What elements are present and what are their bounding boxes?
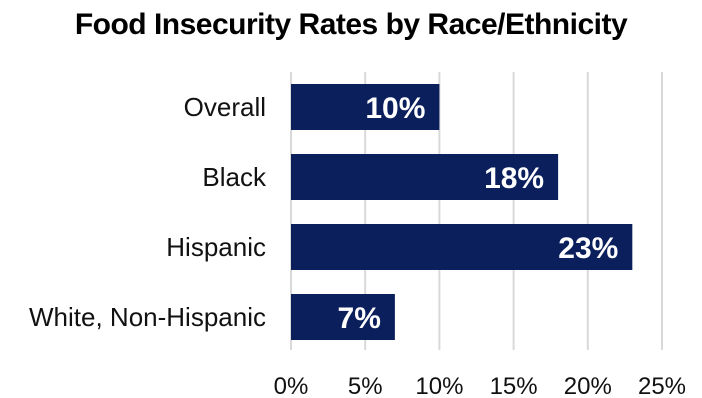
category-labels: Overall Black Hispanic White, Non-Hispanic bbox=[29, 92, 267, 332]
chart-title: Food Insecurity Rates by Race/Ethnicity bbox=[74, 8, 628, 41]
data-label-3: 7% bbox=[338, 302, 381, 335]
category-label-1: Black bbox=[202, 162, 267, 192]
x-tick-label-1: 5% bbox=[348, 373, 383, 398]
x-axis-tick-labels: 0% 5% 10% 15% 20% 25% bbox=[274, 373, 686, 398]
bar-2 bbox=[291, 224, 633, 270]
x-tick-label-3: 15% bbox=[490, 373, 538, 398]
category-label-2: Hispanic bbox=[166, 232, 266, 262]
bar-3 bbox=[291, 294, 395, 340]
category-label-0: Overall bbox=[184, 92, 266, 122]
bar-1 bbox=[291, 154, 559, 200]
category-label-3: White, Non-Hispanic bbox=[29, 302, 266, 332]
x-tick-label-5: 25% bbox=[638, 373, 686, 398]
data-label-0: 10% bbox=[365, 92, 425, 125]
x-tick-label-2: 10% bbox=[415, 373, 463, 398]
data-label-1: 18% bbox=[484, 162, 544, 195]
data-labels: 10% 18% 23% 7% bbox=[338, 92, 619, 335]
data-label-2: 23% bbox=[558, 232, 618, 265]
bar-0 bbox=[291, 84, 440, 130]
x-tick-label-4: 20% bbox=[564, 373, 612, 398]
bars bbox=[291, 84, 633, 340]
x-tick-label-0: 0% bbox=[274, 373, 309, 398]
